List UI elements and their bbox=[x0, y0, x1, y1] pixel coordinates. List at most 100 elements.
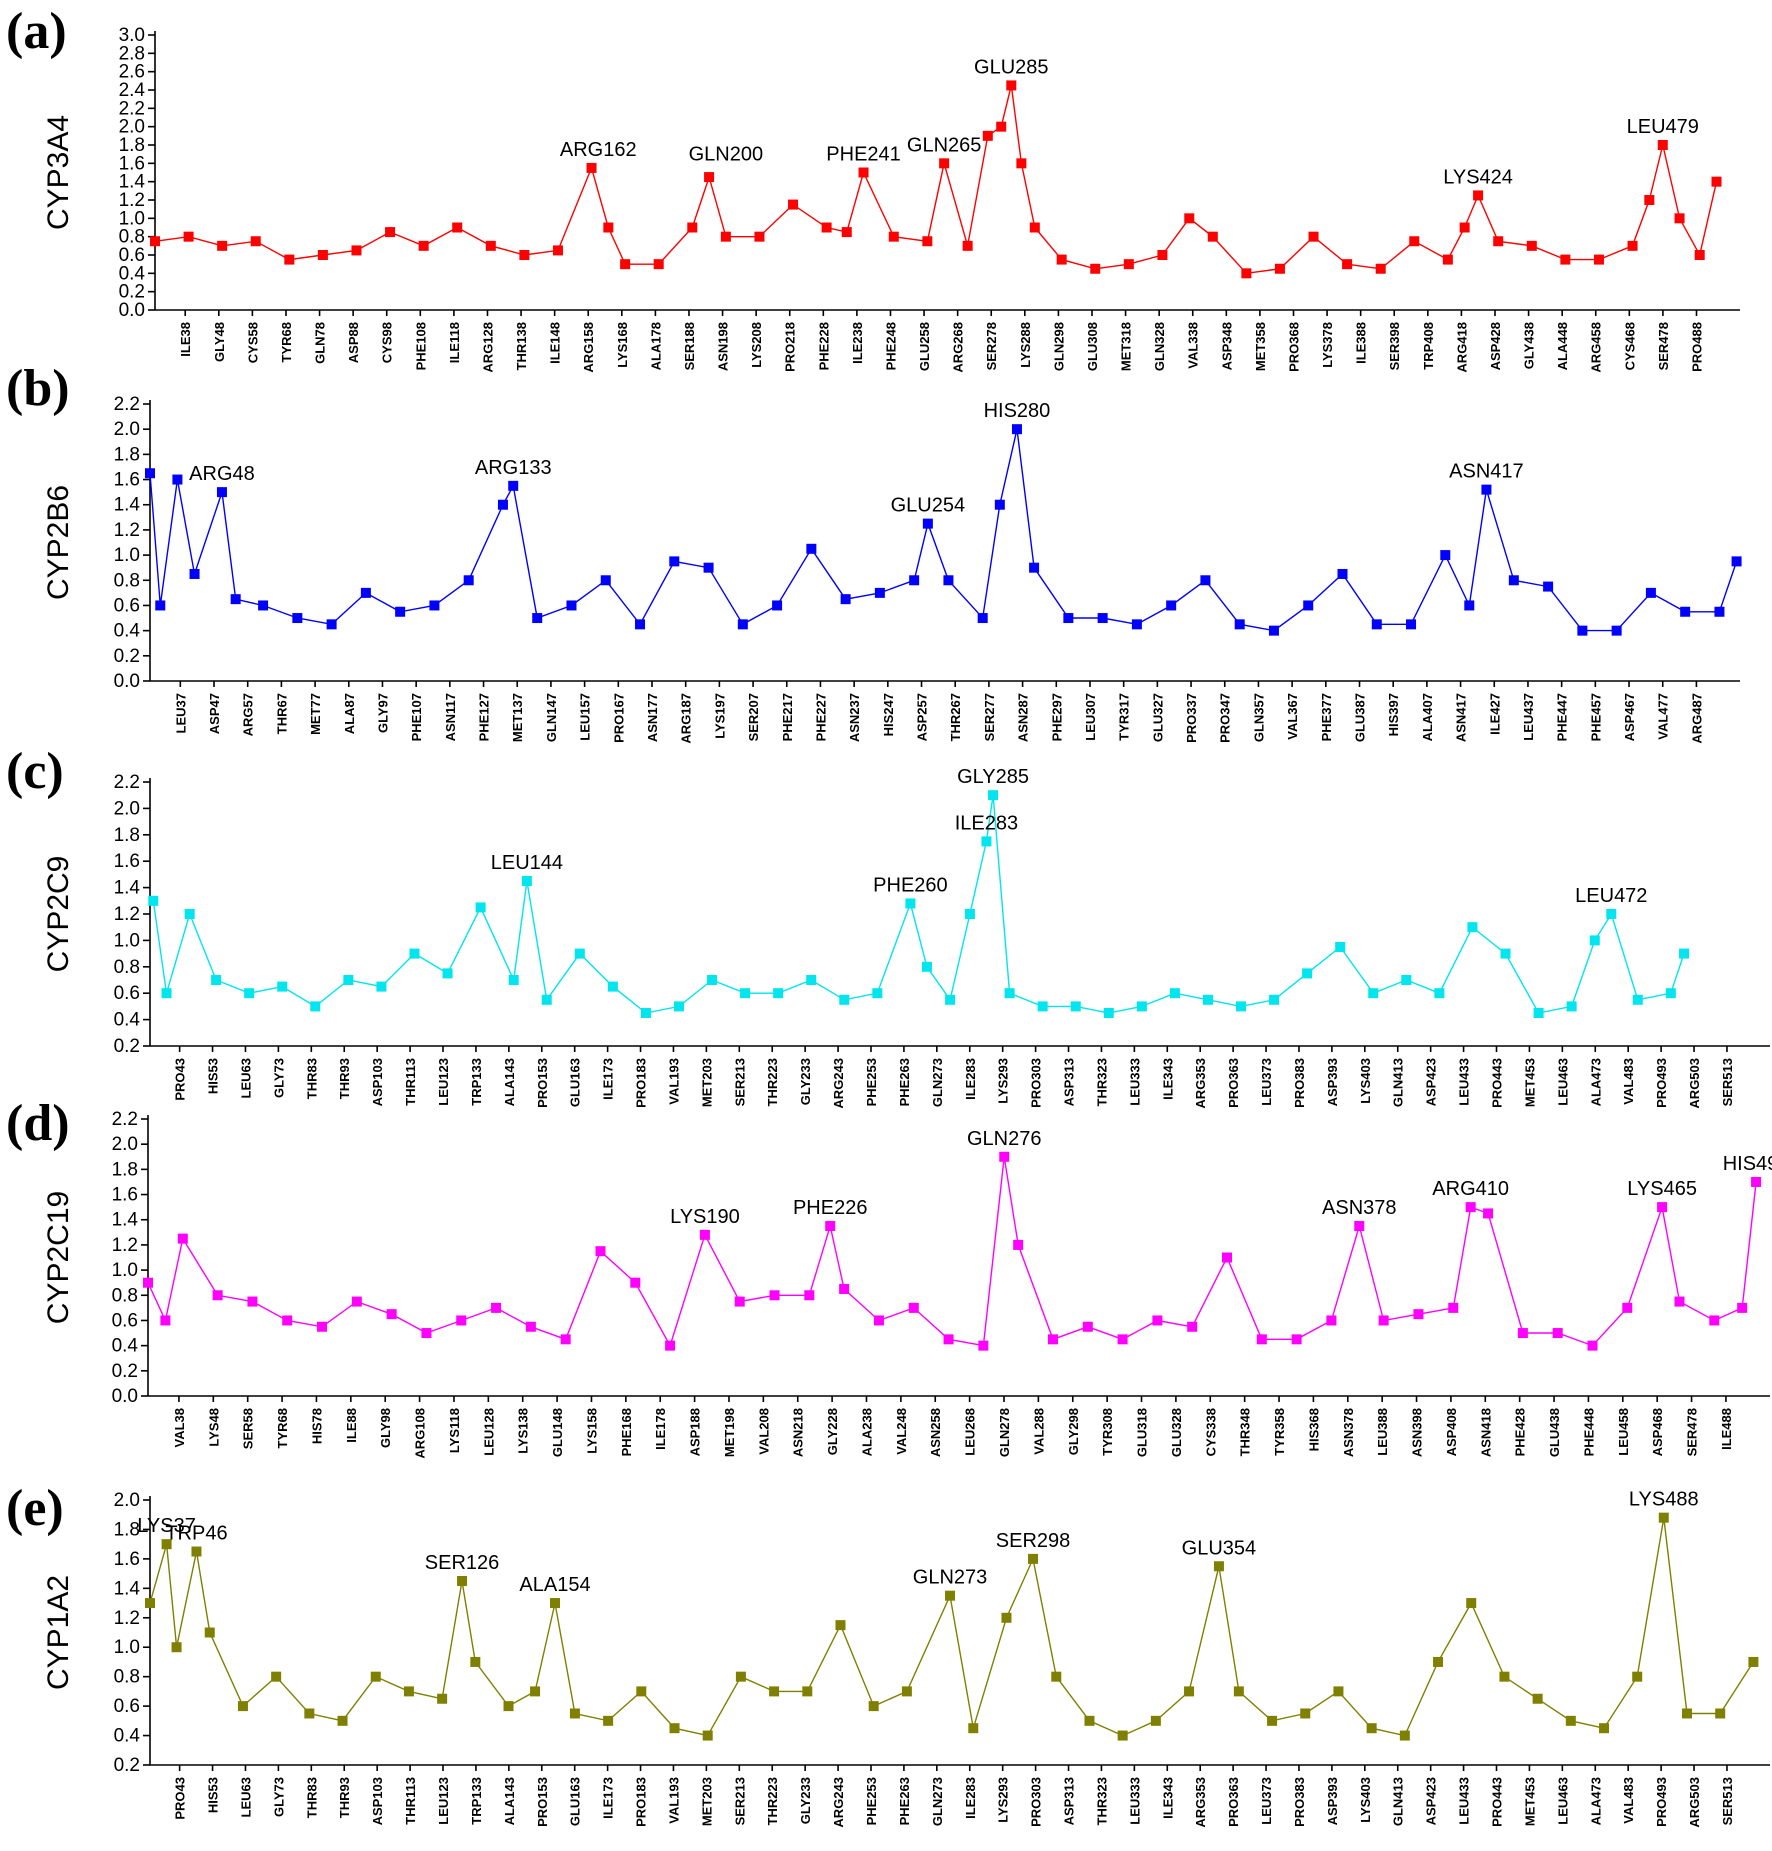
data-point bbox=[337, 1715, 348, 1726]
data-point bbox=[304, 1708, 315, 1719]
data-point bbox=[172, 474, 183, 485]
data-point bbox=[1665, 988, 1676, 999]
x-tick-label: VAL288 bbox=[1031, 1408, 1046, 1455]
x-tick-label: GLN78 bbox=[313, 322, 328, 364]
peak-annotation: ARG133 bbox=[475, 457, 552, 479]
peak-annotation: SER126 bbox=[425, 1552, 500, 1574]
x-tick-label: SER277 bbox=[982, 693, 997, 741]
x-tick-label: GLN328 bbox=[1152, 322, 1167, 371]
data-point bbox=[636, 1686, 647, 1697]
x-tick-label: THR323 bbox=[1094, 1777, 1109, 1825]
y-axis-label: CYP2B6 bbox=[42, 485, 75, 600]
data-point bbox=[1131, 619, 1142, 630]
x-tick-label: PRO153 bbox=[535, 1058, 550, 1108]
x-tick-label: SER278 bbox=[984, 322, 999, 370]
data-point bbox=[1632, 1671, 1643, 1682]
data-point bbox=[720, 231, 731, 242]
data-point bbox=[1063, 613, 1074, 624]
data-point bbox=[1207, 231, 1218, 242]
data-point bbox=[574, 948, 585, 959]
data-point bbox=[1004, 988, 1015, 999]
x-tick-label: PRO493 bbox=[1654, 1058, 1669, 1108]
x-tick-label: GLN273 bbox=[930, 1777, 945, 1826]
y-tick-label: 0.4 bbox=[114, 1726, 141, 1747]
data-point bbox=[669, 556, 680, 567]
x-tick-label: LEU433 bbox=[1457, 1058, 1472, 1106]
y-tick-label: 1.2 bbox=[114, 520, 140, 541]
data-point bbox=[982, 130, 993, 141]
data-point bbox=[1442, 254, 1453, 265]
data-point bbox=[161, 988, 172, 999]
y-tick-label: 0.8 bbox=[119, 227, 145, 248]
x-tick-label: ILE178 bbox=[653, 1408, 668, 1450]
x-tick-label: ARG108 bbox=[413, 1408, 428, 1459]
y-axis-label: CYP2C9 bbox=[42, 856, 75, 973]
data-point bbox=[1599, 1723, 1610, 1734]
x-tick-label: ASP313 bbox=[1062, 1058, 1077, 1106]
x-tick-label: LYS208 bbox=[749, 322, 764, 368]
data-point bbox=[586, 162, 597, 173]
x-tick-label: ALA143 bbox=[502, 1777, 517, 1825]
data-point bbox=[1543, 581, 1554, 592]
data-point bbox=[1378, 1315, 1389, 1326]
data-point bbox=[292, 613, 303, 624]
data-point bbox=[640, 1008, 651, 1018]
x-tick-label: ALA473 bbox=[1588, 1777, 1603, 1825]
peak-annotation: ALA154 bbox=[519, 1574, 590, 1596]
x-tick-label: GLY73 bbox=[271, 1777, 286, 1817]
x-tick-label: LYS403 bbox=[1358, 1777, 1373, 1823]
x-tick-label: LEU437 bbox=[1521, 693, 1536, 741]
x-tick-label: LYS293 bbox=[996, 1058, 1011, 1104]
data-point bbox=[1508, 575, 1519, 586]
x-tick-label: TYR68 bbox=[275, 1408, 290, 1448]
data-point bbox=[1291, 1334, 1302, 1345]
data-point bbox=[665, 1340, 676, 1351]
x-tick-label: GLN298 bbox=[1051, 322, 1066, 371]
x-tick-label: TYR308 bbox=[1100, 1408, 1115, 1456]
data-point bbox=[939, 158, 950, 169]
x-tick-label: PHE248 bbox=[883, 322, 898, 370]
x-tick-label: ILE283 bbox=[963, 1777, 978, 1819]
x-tick-label: ILE343 bbox=[1160, 1058, 1175, 1100]
chart-panel-2: (b) CYP2B6 0.0 0.2 0.4 0.6 0.8 1.0 1.2 1.4 1.6 1.8 2… bbox=[6, 360, 1742, 744]
y-tick-label: 1.8 bbox=[114, 1519, 140, 1540]
data-point bbox=[806, 975, 817, 985]
data-point bbox=[1679, 948, 1690, 959]
peak-annotation: LYS190 bbox=[670, 1206, 740, 1228]
x-tick-label: ARG243 bbox=[831, 1777, 846, 1828]
x-tick-label: ARG268 bbox=[951, 322, 966, 373]
x-tick-label: PHE127 bbox=[477, 693, 492, 741]
data-point bbox=[772, 600, 783, 611]
data-point bbox=[1526, 240, 1537, 251]
x-tick-label: ILE427 bbox=[1487, 693, 1502, 735]
x-tick-label: PRO493 bbox=[1654, 1777, 1669, 1827]
data-point bbox=[1354, 1221, 1365, 1232]
x-tick-label: PRO443 bbox=[1490, 1777, 1505, 1827]
data-point bbox=[1152, 1315, 1163, 1326]
data-point bbox=[905, 898, 916, 909]
data-point bbox=[216, 487, 227, 498]
data-point bbox=[868, 1701, 879, 1712]
y-tick-label: 1.6 bbox=[119, 153, 145, 174]
data-point bbox=[1500, 948, 1511, 959]
x-tick-label: ASN117 bbox=[443, 693, 458, 741]
x-tick-label: TRP408 bbox=[1421, 322, 1436, 370]
data-point bbox=[1552, 1328, 1563, 1339]
peak-annotation: GLN273 bbox=[913, 1567, 988, 1589]
chart-panel-5: (e) CYP1A2 0.2 0.4 0.6 0.8 1.0 1.2 1.4 1.6 1.8 2.0 P… bbox=[6, 1480, 1770, 1828]
x-tick-label: GLN357 bbox=[1251, 693, 1266, 742]
x-tick-label: ARG243 bbox=[831, 1058, 846, 1109]
data-point bbox=[703, 562, 714, 573]
x-tick-label: ASN378 bbox=[1341, 1408, 1356, 1457]
x-tick-label: ASP467 bbox=[1622, 693, 1637, 741]
x-tick-label: LYS168 bbox=[615, 322, 630, 368]
x-tick-label: LEU123 bbox=[436, 1058, 451, 1106]
y-tick-label: 1.4 bbox=[119, 172, 146, 193]
data-point bbox=[277, 981, 288, 992]
x-tick-label: ASN258 bbox=[928, 1408, 943, 1457]
peak-annotation: GLY285 bbox=[957, 766, 1029, 788]
y-tick-label: 0.4 bbox=[114, 621, 141, 642]
data-point bbox=[237, 1701, 248, 1712]
x-tick-label: ASP88 bbox=[346, 322, 361, 363]
x-tick-label: TRP133 bbox=[469, 1777, 484, 1825]
